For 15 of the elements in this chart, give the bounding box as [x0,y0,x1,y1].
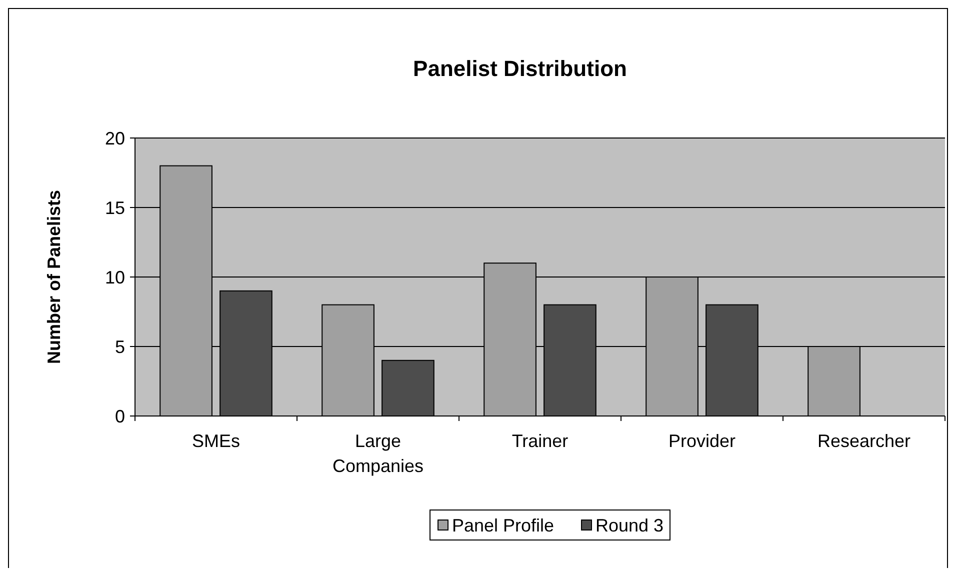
y-tick-label: 5 [114,336,125,357]
y-tick-label: 0 [114,406,125,426]
y-tick-label: 20 [104,128,125,148]
x-tick-label: SMEs [192,431,240,451]
x-tick-label: Researcher [817,431,911,451]
x-tick-label: Provider [668,431,736,451]
legend-label: Panel Profile [452,515,554,536]
bar [382,360,434,416]
x-tick-label: Large Companies [332,431,424,476]
chart-title: Panelist Distribution [413,56,627,81]
x-tick-label: Trainer [512,431,568,451]
legend-label: Round 3 [596,515,664,536]
y-tick-label: 10 [104,267,125,288]
y-axis-title: Number of Panelists [44,190,64,364]
y-tick-label: 15 [104,198,125,218]
